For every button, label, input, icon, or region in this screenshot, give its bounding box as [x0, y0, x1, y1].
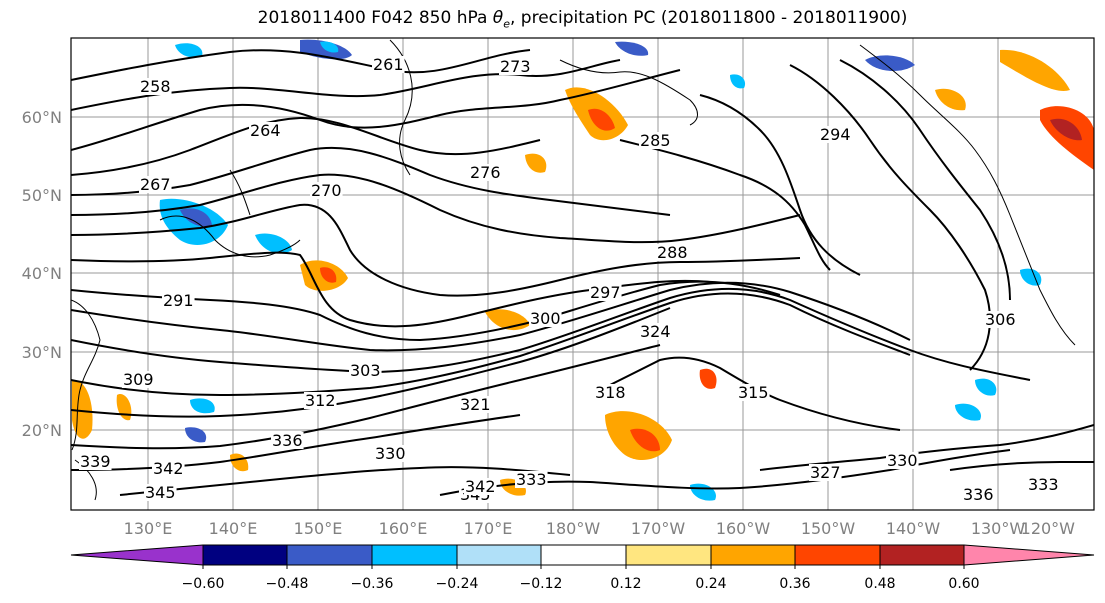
contour-label: 276	[470, 163, 501, 182]
colorbar-swatch	[541, 545, 626, 565]
contour-label: 345	[145, 483, 176, 502]
colorbar-tick: −0.24	[436, 576, 479, 592]
colorbar-swatch	[457, 545, 541, 565]
contour-label: 336	[272, 431, 303, 450]
lon-label: 170°W	[631, 519, 686, 538]
lon-label: 160°W	[716, 519, 771, 538]
colorbar-swatch	[372, 545, 457, 565]
contour-label: 336	[963, 485, 994, 504]
contour-label: 324	[640, 322, 671, 341]
contour-label: 303	[350, 361, 381, 380]
contour-label: 306	[985, 310, 1016, 329]
contour-label: 291	[163, 291, 194, 310]
contour-label: 342	[153, 459, 184, 478]
contour-label-group: 258 261 273 264 267 270 276 285 294 288 …	[79, 55, 1060, 504]
contour-label: 327	[810, 463, 841, 482]
contour-label: 318	[595, 383, 626, 402]
coastlines	[71, 39, 1076, 501]
lat-label: 50°N	[22, 186, 62, 205]
contour-label: 267	[140, 175, 171, 194]
lon-label: 140°E	[209, 519, 258, 538]
contour-label: 321	[460, 395, 491, 414]
contour-label: 258	[140, 77, 171, 96]
lon-label: 170°E	[464, 519, 513, 538]
contour-label: 330	[375, 444, 406, 463]
gridlines	[71, 38, 1094, 510]
theta-e-contours	[71, 49, 1094, 496]
contour-label: 288	[657, 243, 688, 262]
colorbar-swatch	[711, 545, 795, 565]
contour-label: 339	[80, 452, 111, 471]
colorbar-tick: −0.12	[520, 576, 563, 592]
colorbar-tick: 0.36	[779, 576, 810, 592]
contour-label: 315	[738, 383, 769, 402]
plot-frame	[70, 37, 1095, 511]
contour-label: 264	[250, 121, 281, 140]
colorbar-extend-low	[71, 545, 203, 565]
colorbar-swatch	[626, 545, 711, 565]
lat-label: 20°N	[22, 421, 62, 440]
contour-label: 309	[123, 370, 154, 389]
precip-shading	[72, 39, 1094, 501]
contour-label: 270	[311, 181, 342, 200]
lon-label: 180°W	[546, 519, 601, 538]
lon-label: 130°E	[124, 519, 173, 538]
lat-label: 30°N	[22, 343, 62, 362]
lon-label: 150°W	[801, 519, 856, 538]
colorbar-tick: −0.48	[266, 576, 309, 592]
colorbar-tick: 0.60	[948, 576, 979, 592]
contour-label: 273	[500, 57, 531, 76]
plot-area	[71, 38, 1094, 510]
colorbar-swatch	[880, 545, 964, 565]
lon-label: 140°W	[886, 519, 941, 538]
latitude-axis: 60°N 50°N 40°N 30°N 20°N	[22, 108, 62, 440]
colorbar: −0.60 −0.48 −0.36 −0.24 −0.12 0.12 0.24 …	[70, 544, 1095, 592]
contour-label: 285	[640, 131, 671, 150]
lat-label: 40°N	[22, 264, 62, 283]
contour-label: 312	[305, 391, 336, 410]
longitude-axis: 130°E 140°E 150°E 160°E 170°E 180°W 170°…	[124, 519, 1076, 538]
colorbar-tick: 0.48	[864, 576, 895, 592]
contour-label: 333	[1028, 475, 1059, 494]
contour-label: 261	[373, 55, 404, 74]
colorbar-tick: 0.24	[695, 576, 726, 592]
lon-label: 130°W	[971, 519, 1026, 538]
contour-label: 333	[516, 470, 547, 489]
contour-label: 330	[887, 451, 918, 470]
colorbar-extend-high	[964, 545, 1094, 565]
contour-label: 297	[590, 283, 621, 302]
contour-label: 300	[530, 309, 561, 328]
lon-label: 120°W	[1021, 519, 1076, 538]
lon-label: 160°E	[379, 519, 428, 538]
colorbar-swatch	[203, 545, 287, 565]
colorbar-tick: −0.36	[351, 576, 394, 592]
contour-label: 342	[465, 477, 496, 496]
colorbar-tick: −0.60	[182, 576, 225, 592]
colorbar-swatch	[795, 545, 880, 565]
contour-label: 294	[820, 125, 851, 144]
map-title: 2018011400 F042 850 hPa θe, precipitatio…	[257, 8, 908, 31]
lon-label: 150°E	[294, 519, 343, 538]
lat-label: 60°N	[22, 108, 62, 127]
colorbar-tick: 0.12	[610, 576, 641, 592]
colorbar-swatch	[287, 545, 372, 565]
